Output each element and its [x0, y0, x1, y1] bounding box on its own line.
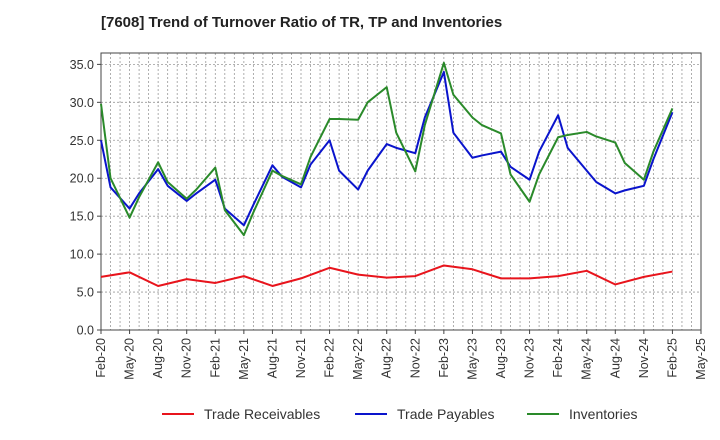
- x-tick-label: May-21: [237, 338, 251, 380]
- x-tick-label: Feb-22: [323, 338, 337, 378]
- inventories-line: [100, 61, 674, 237]
- x-tick-label: May-24: [580, 338, 594, 380]
- x-tick-label: Nov-20: [180, 338, 194, 378]
- x-tick-label: Nov-23: [523, 338, 537, 378]
- y-tick-label: 20.0: [70, 172, 94, 186]
- y-tick-label: 0.0: [77, 324, 94, 338]
- legend-label-inventories: Inventories: [569, 406, 637, 422]
- x-tick-label: Aug-22: [380, 338, 394, 378]
- x-tick-label: Feb-25: [665, 338, 679, 378]
- x-tick-label: Nov-22: [408, 338, 422, 378]
- x-tick-label: Feb-21: [208, 338, 222, 378]
- y-tick-label: 25.0: [70, 134, 94, 148]
- chart-title: [7608] Trend of Turnover Ratio of TR, TP…: [101, 14, 503, 31]
- x-tick-label: Nov-21: [294, 338, 308, 378]
- trade-receivables-line: [100, 264, 673, 287]
- x-tick-label: Feb-20: [94, 338, 108, 378]
- x-tick-label: Nov-24: [637, 338, 651, 378]
- x-tick-label: May-22: [351, 338, 365, 380]
- x-tick-label: May-25: [694, 338, 708, 380]
- y-tick-label: 35.0: [70, 58, 94, 72]
- x-tick-label: Aug-24: [608, 338, 622, 378]
- y-tick-label: 15.0: [70, 210, 94, 224]
- y-tick-label: 5.0: [77, 286, 94, 300]
- legend-label-trade-payables: Trade Payables: [397, 406, 495, 422]
- x-tick-label: Feb-23: [437, 338, 451, 378]
- y-tick-label: 10.0: [70, 248, 94, 262]
- x-tick-label: Feb-24: [551, 338, 565, 378]
- x-tick-label: May-23: [465, 338, 479, 380]
- trade-payables-line: [100, 70, 674, 227]
- x-tick-label: Aug-20: [151, 338, 165, 378]
- x-tick-label: Aug-21: [265, 338, 279, 378]
- y-tick-label: 30.0: [70, 96, 94, 110]
- plot-area: [101, 53, 701, 330]
- plot-frame: [100, 52, 702, 331]
- x-tick-label: May-20: [123, 338, 137, 380]
- x-tick-label: Aug-23: [494, 338, 508, 378]
- legend-label-trade-receivables: Trade Receivables: [204, 406, 320, 422]
